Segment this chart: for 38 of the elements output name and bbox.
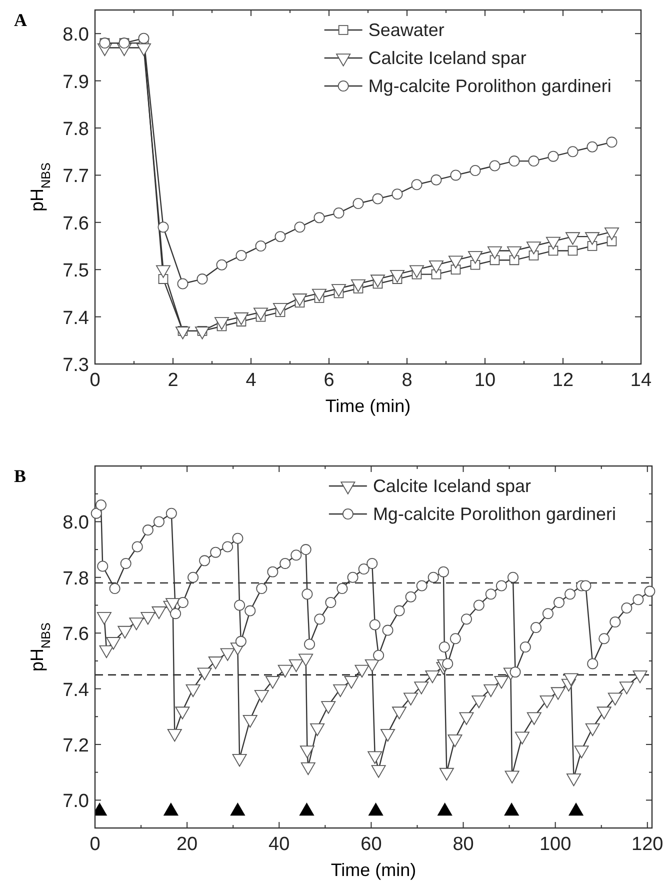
x-tick-label: 2 [168, 370, 178, 391]
x-tick-label: 40 [268, 834, 290, 855]
y-tick-label: 8.0 [62, 24, 89, 46]
chart-title: B [14, 466, 26, 486]
x-tick-label: 8 [402, 370, 412, 391]
x-tick-label: 100 [539, 834, 572, 855]
legend-label: Calcite Iceland spar [372, 476, 532, 496]
x-tick-label: 20 [176, 834, 198, 855]
x-tick-label: 80 [452, 834, 474, 855]
x-tick-label: 0 [90, 834, 100, 855]
legend-label: Mg-calcite Porolithon gardineri [368, 76, 612, 96]
y-tick-label: 8.0 [62, 512, 89, 534]
y-tick-label: 7.6 [62, 624, 89, 646]
x-axis-title: Time (min) [330, 860, 416, 880]
y-tick-label: 7.4 [62, 680, 90, 701]
y-tick-label: 7.6 [62, 213, 89, 234]
x-tick-label: 0 [90, 370, 100, 391]
x-tick-label: 12 [552, 370, 574, 391]
x-axis-title: Time (min) [325, 396, 411, 416]
y-tick-label: 7.7 [62, 166, 89, 188]
x-tick-label: 120 [632, 834, 664, 855]
legend-label: Mg-calcite Porolithon gardineri [372, 504, 616, 524]
legend-label: Seawater [368, 20, 444, 40]
chart-title: A [14, 10, 27, 30]
y-tick-label: 7.3 [62, 355, 89, 376]
y-tick-label: 7.4 [62, 308, 90, 329]
y-tick-label: 7.0 [62, 791, 89, 812]
y-tick-label: 7.5 [62, 260, 89, 282]
x-tick-label: 60 [360, 834, 382, 855]
legend-label: Calcite Iceland spar [368, 48, 526, 68]
x-tick-label: 14 [630, 370, 652, 391]
x-tick-label: 6 [324, 370, 334, 391]
y-tick-label: 7.8 [62, 568, 89, 590]
x-tick-label: 4 [246, 370, 257, 391]
y-tick-label: 7.2 [62, 735, 89, 756]
x-tick-label: 10 [474, 370, 496, 391]
y-tick-label: 7.8 [62, 119, 89, 140]
y-tick-label: 7.9 [62, 72, 89, 93]
